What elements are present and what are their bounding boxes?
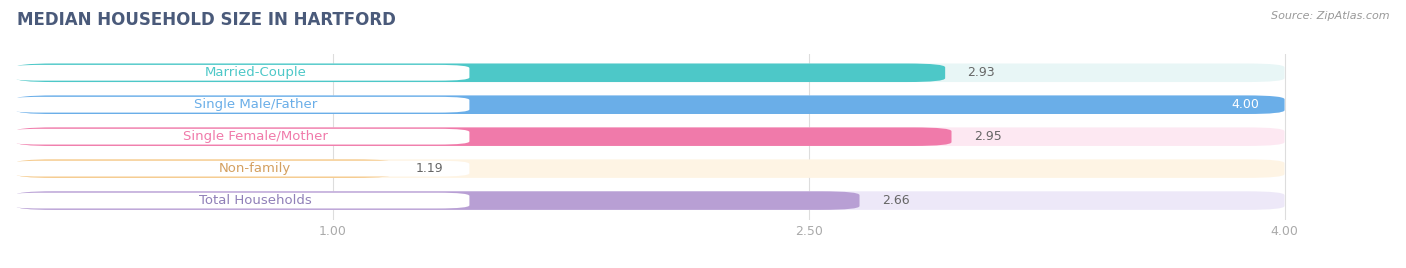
FancyBboxPatch shape <box>10 193 470 209</box>
Text: 2.93: 2.93 <box>967 66 995 79</box>
Text: Married-Couple: Married-Couple <box>204 66 307 79</box>
FancyBboxPatch shape <box>15 159 394 178</box>
Text: Single Male/Father: Single Male/Father <box>194 98 316 111</box>
Text: Total Households: Total Households <box>198 194 312 207</box>
Text: 1.19: 1.19 <box>416 162 443 175</box>
FancyBboxPatch shape <box>15 159 1285 178</box>
FancyBboxPatch shape <box>15 191 859 210</box>
FancyBboxPatch shape <box>15 95 1285 114</box>
FancyBboxPatch shape <box>10 65 470 81</box>
Text: 2.95: 2.95 <box>974 130 1001 143</box>
Text: Source: ZipAtlas.com: Source: ZipAtlas.com <box>1271 11 1389 21</box>
Text: Single Female/Mother: Single Female/Mother <box>183 130 328 143</box>
FancyBboxPatch shape <box>15 64 945 82</box>
Text: Non-family: Non-family <box>219 162 291 175</box>
Text: MEDIAN HOUSEHOLD SIZE IN HARTFORD: MEDIAN HOUSEHOLD SIZE IN HARTFORD <box>17 11 395 29</box>
FancyBboxPatch shape <box>15 95 1285 114</box>
FancyBboxPatch shape <box>15 127 1285 146</box>
FancyBboxPatch shape <box>15 191 1285 210</box>
Text: 4.00: 4.00 <box>1232 98 1260 111</box>
FancyBboxPatch shape <box>15 64 1285 82</box>
Text: 2.66: 2.66 <box>882 194 910 207</box>
FancyBboxPatch shape <box>10 129 470 144</box>
FancyBboxPatch shape <box>15 127 952 146</box>
FancyBboxPatch shape <box>10 97 470 113</box>
FancyBboxPatch shape <box>10 161 470 177</box>
